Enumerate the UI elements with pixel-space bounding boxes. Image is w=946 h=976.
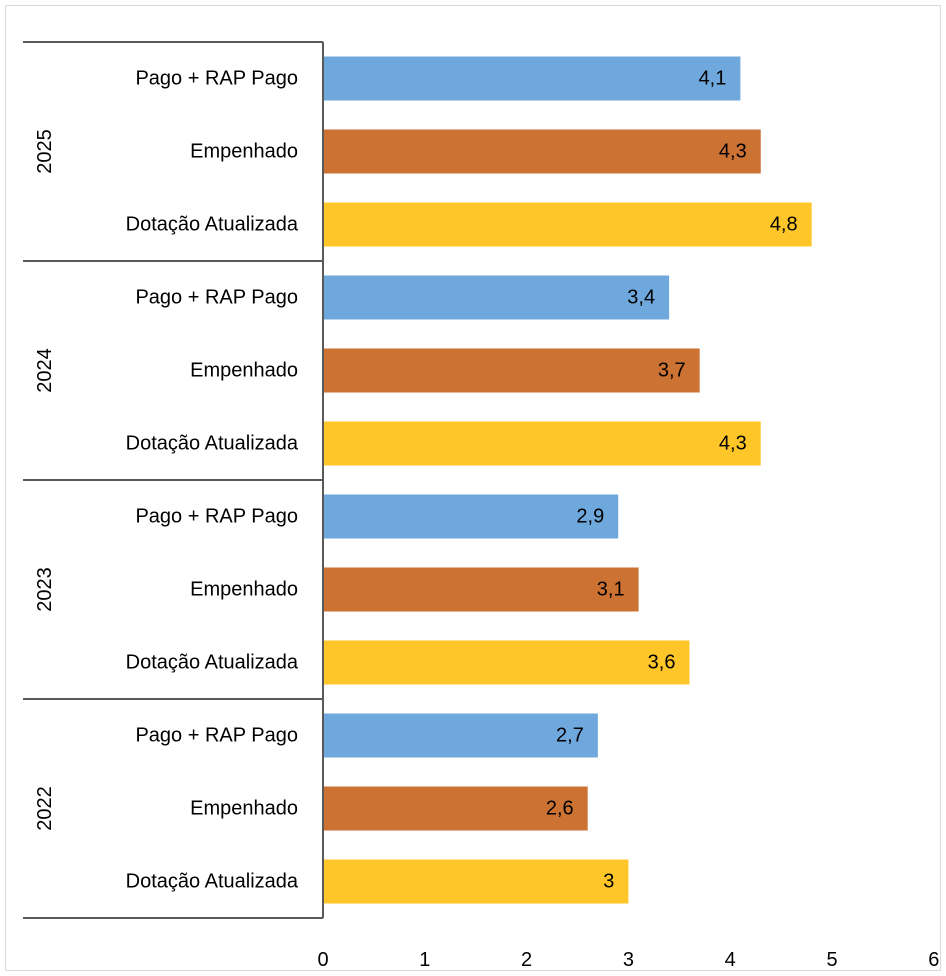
data-label: 4,3: [719, 141, 747, 163]
data-label: 3,4: [627, 287, 655, 309]
category-label: Empenhado: [190, 141, 298, 163]
category-label: Pago + RAP Pago: [135, 506, 298, 528]
bar-2023-0: [323, 494, 619, 539]
category-label: Empenhado: [190, 360, 298, 382]
data-label: 3,6: [648, 652, 676, 674]
data-label: 3: [603, 871, 614, 893]
data-label: 4,1: [699, 68, 727, 90]
bar-2025-2: [323, 202, 812, 247]
bar-2022-1: [323, 786, 588, 831]
bar-2025-0: [323, 56, 741, 101]
category-label: Dotação Atualizada: [126, 433, 299, 455]
bar-2022-0: [323, 713, 598, 758]
data-label: 2,6: [546, 798, 574, 820]
x-tick-label: 3: [623, 949, 634, 971]
category-label: Empenhado: [190, 798, 298, 820]
group-label-2022: 2022: [34, 786, 56, 831]
category-label: Pago + RAP Pago: [135, 725, 298, 747]
group-label-2024: 2024: [34, 348, 56, 393]
group-label-2023: 2023: [34, 567, 56, 612]
data-label: 2,9: [576, 506, 604, 528]
data-label: 3,7: [658, 360, 686, 382]
category-label: Dotação Atualizada: [126, 214, 299, 236]
group-label-2025: 2025: [34, 129, 56, 174]
category-label: Dotação Atualizada: [126, 652, 299, 674]
bar-2024-2: [323, 421, 761, 466]
bar-2025-1: [323, 129, 761, 174]
data-label: 4,3: [719, 433, 747, 455]
data-label: 3,1: [597, 579, 625, 601]
bar-2024-1: [323, 348, 700, 393]
data-label: 2,7: [556, 725, 584, 747]
bar-2022-2: [323, 859, 629, 904]
x-tick-label: 1: [419, 949, 430, 971]
bars-layer: [323, 56, 812, 904]
category-label: Dotação Atualizada: [126, 871, 299, 893]
x-tick-label: 2: [521, 949, 532, 971]
bar-2023-1: [323, 567, 639, 612]
x-tick-label: 4: [725, 949, 736, 971]
category-label: Pago + RAP Pago: [135, 287, 298, 309]
x-tick-label: 6: [928, 949, 939, 971]
category-label: Empenhado: [190, 579, 298, 601]
category-label: Pago + RAP Pago: [135, 68, 298, 90]
labels-layer: 2025 Pago + RAP Pago 4,1 Empenhado 4,3 Dotaçã…: [34, 68, 798, 893]
bar-2023-2: [323, 640, 690, 685]
bar-2024-0: [323, 275, 670, 320]
x-tick-label: 0: [317, 949, 328, 971]
axis-layer: 0 1 2 3 4 5 6: [23, 41, 939, 971]
data-label: 4,8: [770, 214, 798, 236]
x-tick-label: 5: [826, 949, 837, 971]
